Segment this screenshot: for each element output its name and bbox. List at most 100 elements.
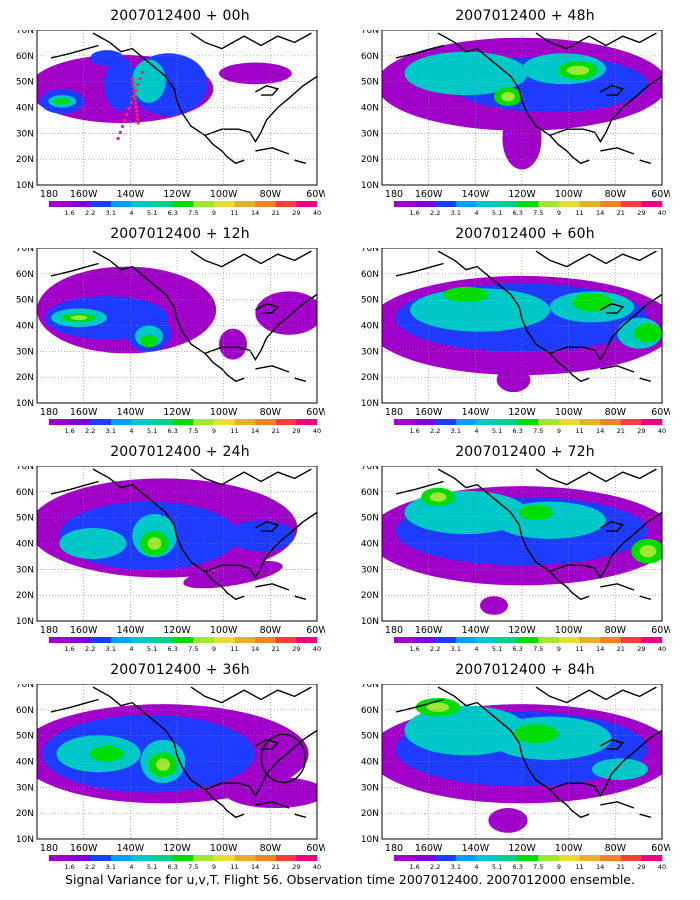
lat-label: 50N <box>16 514 34 524</box>
lon-label: 100W <box>555 407 583 418</box>
coastline <box>437 250 590 383</box>
lon-label: 100W <box>210 407 238 418</box>
colorbar-label: 9 <box>212 427 216 435</box>
colorbar-swatch <box>600 201 622 207</box>
colorbar-swatch <box>172 201 194 207</box>
lat-label: 10N <box>16 181 34 191</box>
colorbar-swatch <box>558 201 580 207</box>
colorbar-label: 6.3 <box>168 863 178 871</box>
colorbar-label: 7.5 <box>188 427 198 435</box>
variance-map: 70N 60N 50N 40N 30N 20N 10N 180 160W 140W 120W 100W… <box>16 466 325 653</box>
colorbar-label: 29 <box>292 863 300 871</box>
map-panel: 2007012400 + 60h 70N 60N 50N 40N 30N 20N 10N 180… <box>361 226 670 436</box>
variance-contour <box>183 560 283 589</box>
map-frame-group: 70N 60N 50N 40N 30N 20N 10N 180 160W 140W 120W 100W… <box>361 30 670 217</box>
lat-label: 70N <box>16 466 34 472</box>
map-border <box>381 466 663 622</box>
colorbar-label: 7.5 <box>533 645 543 653</box>
colorbar-swatch <box>435 419 457 425</box>
coastline <box>92 686 245 819</box>
coastline <box>190 468 312 486</box>
flight-track-dot <box>134 105 138 109</box>
colorbar-swatch <box>152 419 173 425</box>
colorbar-swatch <box>579 201 601 207</box>
colorbar-swatch <box>600 855 622 861</box>
colorbar-label: 3.1 <box>106 209 116 217</box>
lon-label: 180 <box>385 407 403 418</box>
coastline <box>549 511 662 579</box>
colorbar-label: 5.1 <box>492 427 502 435</box>
colorbar-label: 4 <box>474 209 478 217</box>
colorbar-label: 1.6 <box>409 209 419 217</box>
panel-title: 2007012400 + 00h <box>110 8 250 24</box>
colorbar-swatch <box>255 637 277 643</box>
variance-contour <box>494 501 606 539</box>
colorbar-swatch <box>213 419 235 425</box>
map-border <box>36 684 318 840</box>
lon-label: 140W <box>462 407 490 418</box>
colorbar-swatch <box>435 201 457 207</box>
colorbar-swatch <box>69 637 91 643</box>
colorbar-swatch <box>641 855 663 861</box>
lon-label: 120W <box>508 407 536 418</box>
colorbar-label: 9 <box>557 863 561 871</box>
lon-label: 120W <box>508 189 536 200</box>
colorbar-swatch <box>620 201 642 207</box>
map-frame-group: 70N 60N 50N 40N 30N 20N 10N 180 160W 140W 120W 100W… <box>16 466 325 653</box>
colorbar-swatch <box>476 419 498 425</box>
colorbar-swatch <box>152 201 173 207</box>
variance-contour <box>53 98 71 105</box>
colorbar-swatch <box>234 201 256 207</box>
colorbar-label: 29 <box>637 863 645 871</box>
lon-label: 80W <box>260 625 282 636</box>
colorbar-label: 21 <box>617 209 625 217</box>
colorbar-label: 3.1 <box>106 863 116 871</box>
colorbar-label: 14 <box>596 427 604 435</box>
coastline <box>255 801 290 809</box>
colorbar-label: 29 <box>292 645 300 653</box>
colorbar-swatch <box>476 855 498 861</box>
lon-label: 180 <box>40 625 58 636</box>
colorbar-label: 11 <box>230 427 238 435</box>
colorbar-label: 2.2 <box>85 645 95 653</box>
coastline <box>535 468 657 486</box>
colorbar-swatch <box>296 419 318 425</box>
colorbar-label: 40 <box>658 209 666 217</box>
colorbar-label: 3.1 <box>106 427 116 435</box>
colorbar-label: 2.2 <box>430 427 440 435</box>
lat-label: 40N <box>16 540 34 550</box>
colorbar-swatch <box>538 201 560 207</box>
variance-contour <box>132 59 166 103</box>
colorbar-swatch <box>476 637 498 643</box>
colorbar-label: 5.1 <box>492 863 502 871</box>
verification-region-circle <box>260 733 307 784</box>
panel-title: 2007012400 + 48h <box>455 8 595 24</box>
lat-label: 50N <box>361 514 379 524</box>
map-panel: 2007012400 + 48h 70N 60N 50N 40N 30N 20N 10N 180… <box>361 8 670 218</box>
colorbar-label: 7.5 <box>533 209 543 217</box>
colorbar-label: 7.5 <box>188 645 198 653</box>
lon-label: 100W <box>555 843 583 854</box>
lon-label: 140W <box>117 843 145 854</box>
lon-label: 80W <box>260 189 282 200</box>
colorbar-label: 6.3 <box>168 645 178 653</box>
lon-label: 60W <box>306 625 325 636</box>
coastline <box>639 813 651 818</box>
colorbar-swatch <box>275 637 297 643</box>
coastline <box>535 250 657 268</box>
lat-label: 30N <box>16 783 34 793</box>
coastline <box>294 813 306 818</box>
flight-track-dot <box>135 109 139 113</box>
lat-label: 40N <box>16 322 34 332</box>
lon-label: 100W <box>210 189 238 200</box>
variance-contour <box>566 65 590 75</box>
variance-contour <box>572 292 612 312</box>
colorbar-swatch <box>414 419 436 425</box>
flight-track-dot <box>133 93 137 97</box>
lat-label: 20N <box>361 809 379 819</box>
lon-label: 180 <box>385 189 403 200</box>
colorbar-label: 2.2 <box>430 863 440 871</box>
lon-label: 140W <box>462 189 490 200</box>
coastline <box>600 583 635 591</box>
lon-label: 160W <box>415 625 443 636</box>
